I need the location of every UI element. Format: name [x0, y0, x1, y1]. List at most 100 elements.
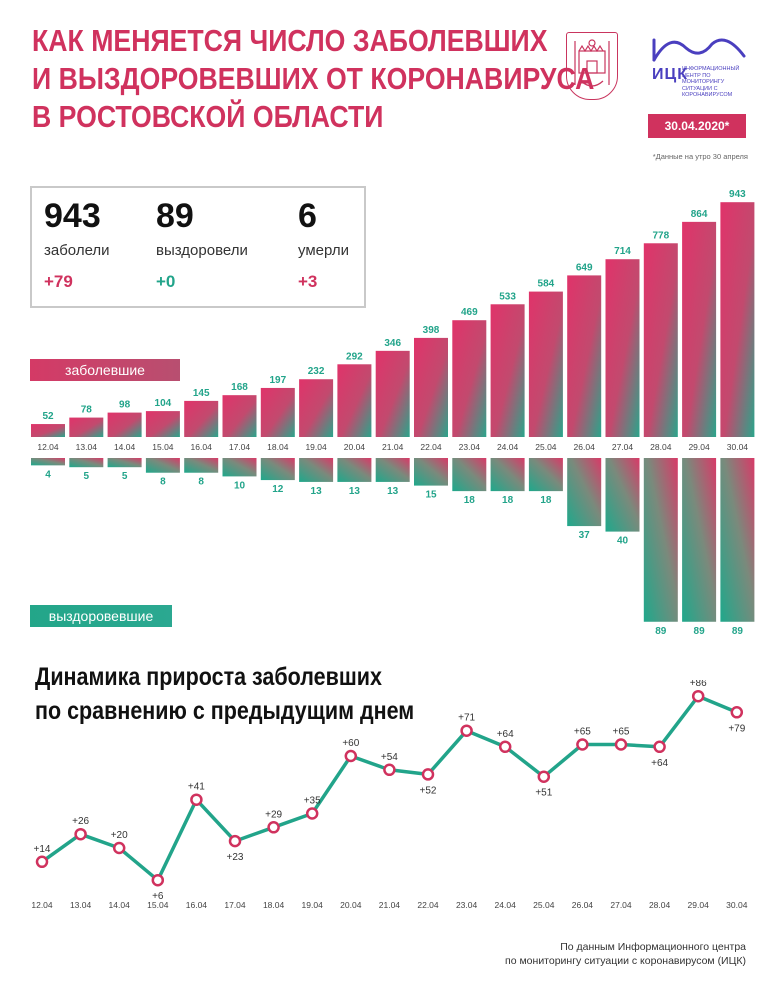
growth-date-tick: 15.04 — [147, 900, 169, 910]
recovered-bar — [490, 458, 525, 492]
cases-value-label: 469 — [461, 307, 478, 318]
cases-bar — [682, 221, 717, 437]
recovered-bar — [720, 458, 755, 622]
stat-recovered-delta: +0 — [156, 272, 176, 291]
date-tick-label: 19.04 — [305, 442, 327, 452]
cases-bar — [605, 259, 640, 437]
cases-recovered-bar-chart: 52 12.04 4 78 13.04 5 98 14.04 5 104 15.04 8 145 16.0… — [31, 189, 755, 637]
cases-value-label: 714 — [614, 246, 631, 257]
cases-bar — [299, 379, 334, 437]
recovered-value-label: 12 — [272, 484, 284, 495]
recovered-bar — [605, 458, 640, 532]
recovered-bar — [375, 458, 410, 482]
cases-value-label: 864 — [691, 209, 708, 220]
growth-date-tick: 24.04 — [495, 900, 517, 910]
recovered-value-label: 18 — [540, 495, 552, 506]
date-tick-label: 20.04 — [344, 442, 366, 452]
cases-bar — [184, 400, 219, 437]
recovered-bar — [682, 458, 717, 622]
growth-value-label: +86 — [690, 680, 707, 689]
growth-value-label: +35 — [304, 796, 321, 807]
growth-point — [74, 827, 87, 841]
growth-date-tick: 12.04 — [31, 900, 53, 910]
growth-point — [691, 689, 705, 703]
recovered-bar — [107, 458, 142, 468]
growth-date-tick: 19.04 — [302, 900, 324, 910]
ick-logo — [652, 30, 747, 110]
growth-date-tick: 28.04 — [649, 900, 671, 910]
date-tick-label: 17.04 — [229, 442, 251, 452]
date-tick-label: 24.04 — [497, 442, 519, 452]
growth-value-label: +65 — [613, 727, 630, 738]
recovered-bar — [337, 458, 372, 482]
cases-bar — [31, 424, 65, 437]
growth-value-label: +51 — [535, 788, 552, 799]
cases-bar — [107, 412, 142, 437]
growth-value-label: +23 — [227, 852, 244, 863]
daily-growth-line-chart: +14 12.04 +26 13.04 +20 14.04 +615.04 +41 16.04 +… — [31, 680, 747, 910]
stat-recovered-label: выздоровели — [156, 242, 248, 259]
cases-bar — [452, 320, 487, 437]
growth-point — [653, 740, 666, 754]
cases-value-label: 52 — [42, 411, 54, 422]
recovered-bar — [145, 458, 180, 473]
growth-value-label: +29 — [265, 809, 282, 820]
recovered-value-label: 15 — [425, 490, 437, 501]
recovered-value-label: 10 — [234, 480, 246, 491]
recovered-bar — [643, 458, 678, 622]
date-tick-label: 28.04 — [650, 442, 672, 452]
stat-deaths-label: умерли — [298, 242, 349, 259]
growth-point — [576, 738, 589, 751]
stat-deaths: 6 умерли +3 — [298, 196, 349, 292]
growth-line — [40, 694, 738, 882]
cases-bar — [720, 202, 755, 437]
growth-point — [614, 738, 628, 751]
stat-deaths-delta: +3 — [298, 272, 318, 291]
date-tick-label: 27.04 — [612, 442, 634, 452]
growth-date-tick: 16.04 — [186, 900, 208, 910]
cases-value-label: 197 — [269, 375, 286, 386]
source-line-1: По данным Информационного центра — [560, 941, 746, 953]
growth-point — [190, 793, 203, 806]
recovered-value-label: 40 — [617, 536, 629, 547]
page-title: Как меняется число заболевших и выздоров… — [32, 22, 594, 136]
date-tick-label: 23.04 — [459, 442, 481, 452]
cases-bar — [567, 275, 602, 437]
date-tick-label: 14.04 — [114, 442, 136, 452]
growth-value-label: +26 — [72, 816, 89, 827]
growth-date-tick: 14.04 — [109, 900, 131, 910]
recovered-bar — [184, 458, 219, 473]
cases-bar — [260, 387, 295, 437]
growth-point — [498, 740, 512, 754]
cases-bar — [69, 417, 104, 437]
source-line-2: по мониторингу ситуации с коронавирусом … — [505, 955, 746, 967]
date-tick-label: 26.04 — [574, 442, 596, 452]
recovered-bar — [222, 458, 257, 477]
recovered-tag: выздоровевшие — [30, 605, 172, 627]
growth-point — [112, 841, 126, 855]
stat-cases-label: заболели — [44, 242, 110, 259]
growth-date-tick: 21.04 — [379, 900, 401, 910]
growth-value-label: +65 — [574, 727, 591, 738]
stat-deaths-value: 6 — [298, 197, 317, 235]
cases-bar — [375, 350, 410, 437]
growth-date-tick: 29.04 — [688, 900, 710, 910]
growth-date-tick: 13.04 — [70, 900, 92, 910]
date-tick-label: 22.04 — [420, 442, 442, 452]
growth-date-tick: 18.04 — [263, 900, 285, 910]
cases-bar — [490, 304, 525, 437]
cases-bar — [145, 411, 180, 437]
stats-box: 943 заболели +79 89 выздоровели +0 6 уме… — [30, 186, 366, 308]
recovered-value-label: 5 — [84, 471, 90, 482]
date-tick-label: 30.04 — [727, 442, 749, 452]
growth-point — [730, 706, 744, 719]
growth-value-label: +41 — [188, 782, 205, 793]
recovered-value-label: 13 — [311, 486, 323, 497]
coat-of-arms-icon — [566, 32, 618, 100]
date-tick-label: 21.04 — [382, 442, 404, 452]
cases-bar — [414, 337, 448, 437]
recovered-value-label: 89 — [732, 626, 744, 637]
growth-value-label: +60 — [342, 738, 359, 749]
growth-chart-title: Динамика прироста заболевших по сравнени… — [35, 660, 414, 728]
stat-cases-delta: +79 — [44, 272, 73, 291]
